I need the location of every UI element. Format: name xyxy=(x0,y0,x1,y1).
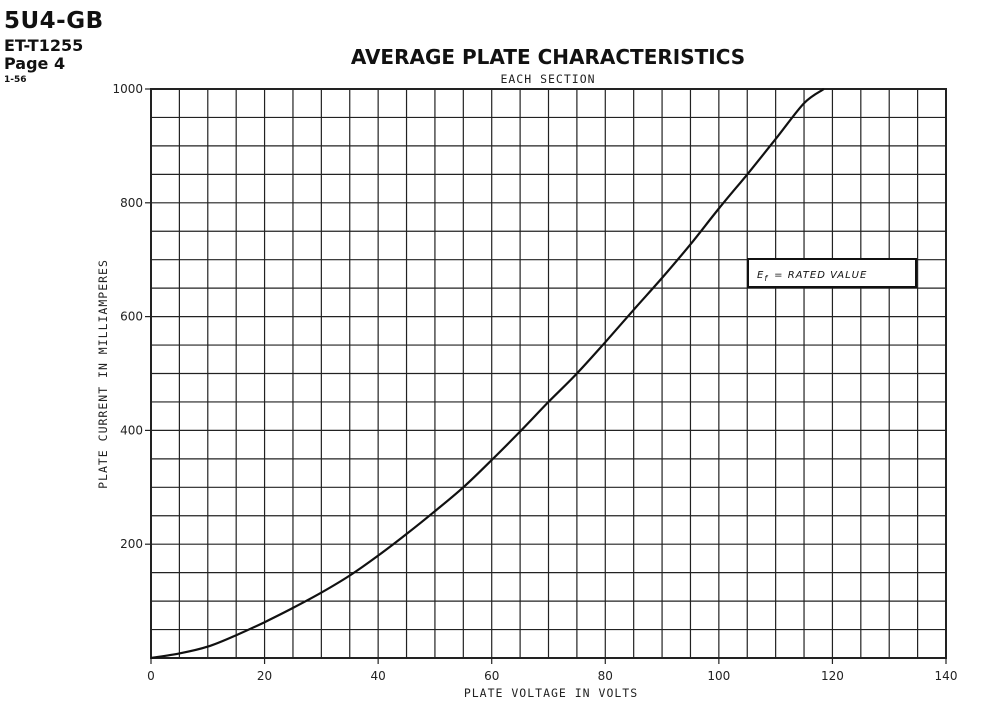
document-code: ET-T1255 xyxy=(4,36,84,55)
y-tick-label: 600 xyxy=(120,310,143,324)
tick-labels: 0 20 40 60 80 100 120 140 200 400 600 800 1000 xyxy=(112,82,957,683)
x-tick-label: 20 xyxy=(257,669,272,683)
rated-value-note: Ef = RATED VALUE xyxy=(747,258,917,288)
x-tick-label: 140 xyxy=(935,669,958,683)
date-code: 1-56 xyxy=(4,75,27,85)
y-tick-label: 400 xyxy=(120,423,143,437)
plate-current-curve xyxy=(150,88,825,660)
x-tick-label: 40 xyxy=(371,669,386,683)
tube-type-label: 5U4-GB xyxy=(4,8,104,34)
y-tick-label: 800 xyxy=(120,196,143,210)
rated-value-box xyxy=(747,258,917,288)
rated-value-label: Ef = RATED VALUE xyxy=(757,270,867,283)
x-axis-label: PLATE VOLTAGE IN VOLTS xyxy=(464,686,638,700)
x-tick-label: 100 xyxy=(707,669,730,683)
x-tick-label: 80 xyxy=(598,669,613,683)
chart-subtitle: EACH SECTION xyxy=(500,72,595,86)
chart-title: AVERAGE PLATE CHARACTERISTICS xyxy=(351,45,745,69)
x-tick-label: 120 xyxy=(821,669,844,683)
x-tick-label: 0 xyxy=(147,669,155,683)
y-tick-label: 1000 xyxy=(112,82,143,96)
y-tick-label: 200 xyxy=(120,537,143,551)
grid xyxy=(151,89,946,658)
y-axis-label: PLATE CURRENT IN MILLIAMPERES xyxy=(96,259,110,489)
plot-frame xyxy=(150,88,947,659)
page-number: Page 4 xyxy=(4,54,66,73)
x-tick-label: 60 xyxy=(484,669,499,683)
